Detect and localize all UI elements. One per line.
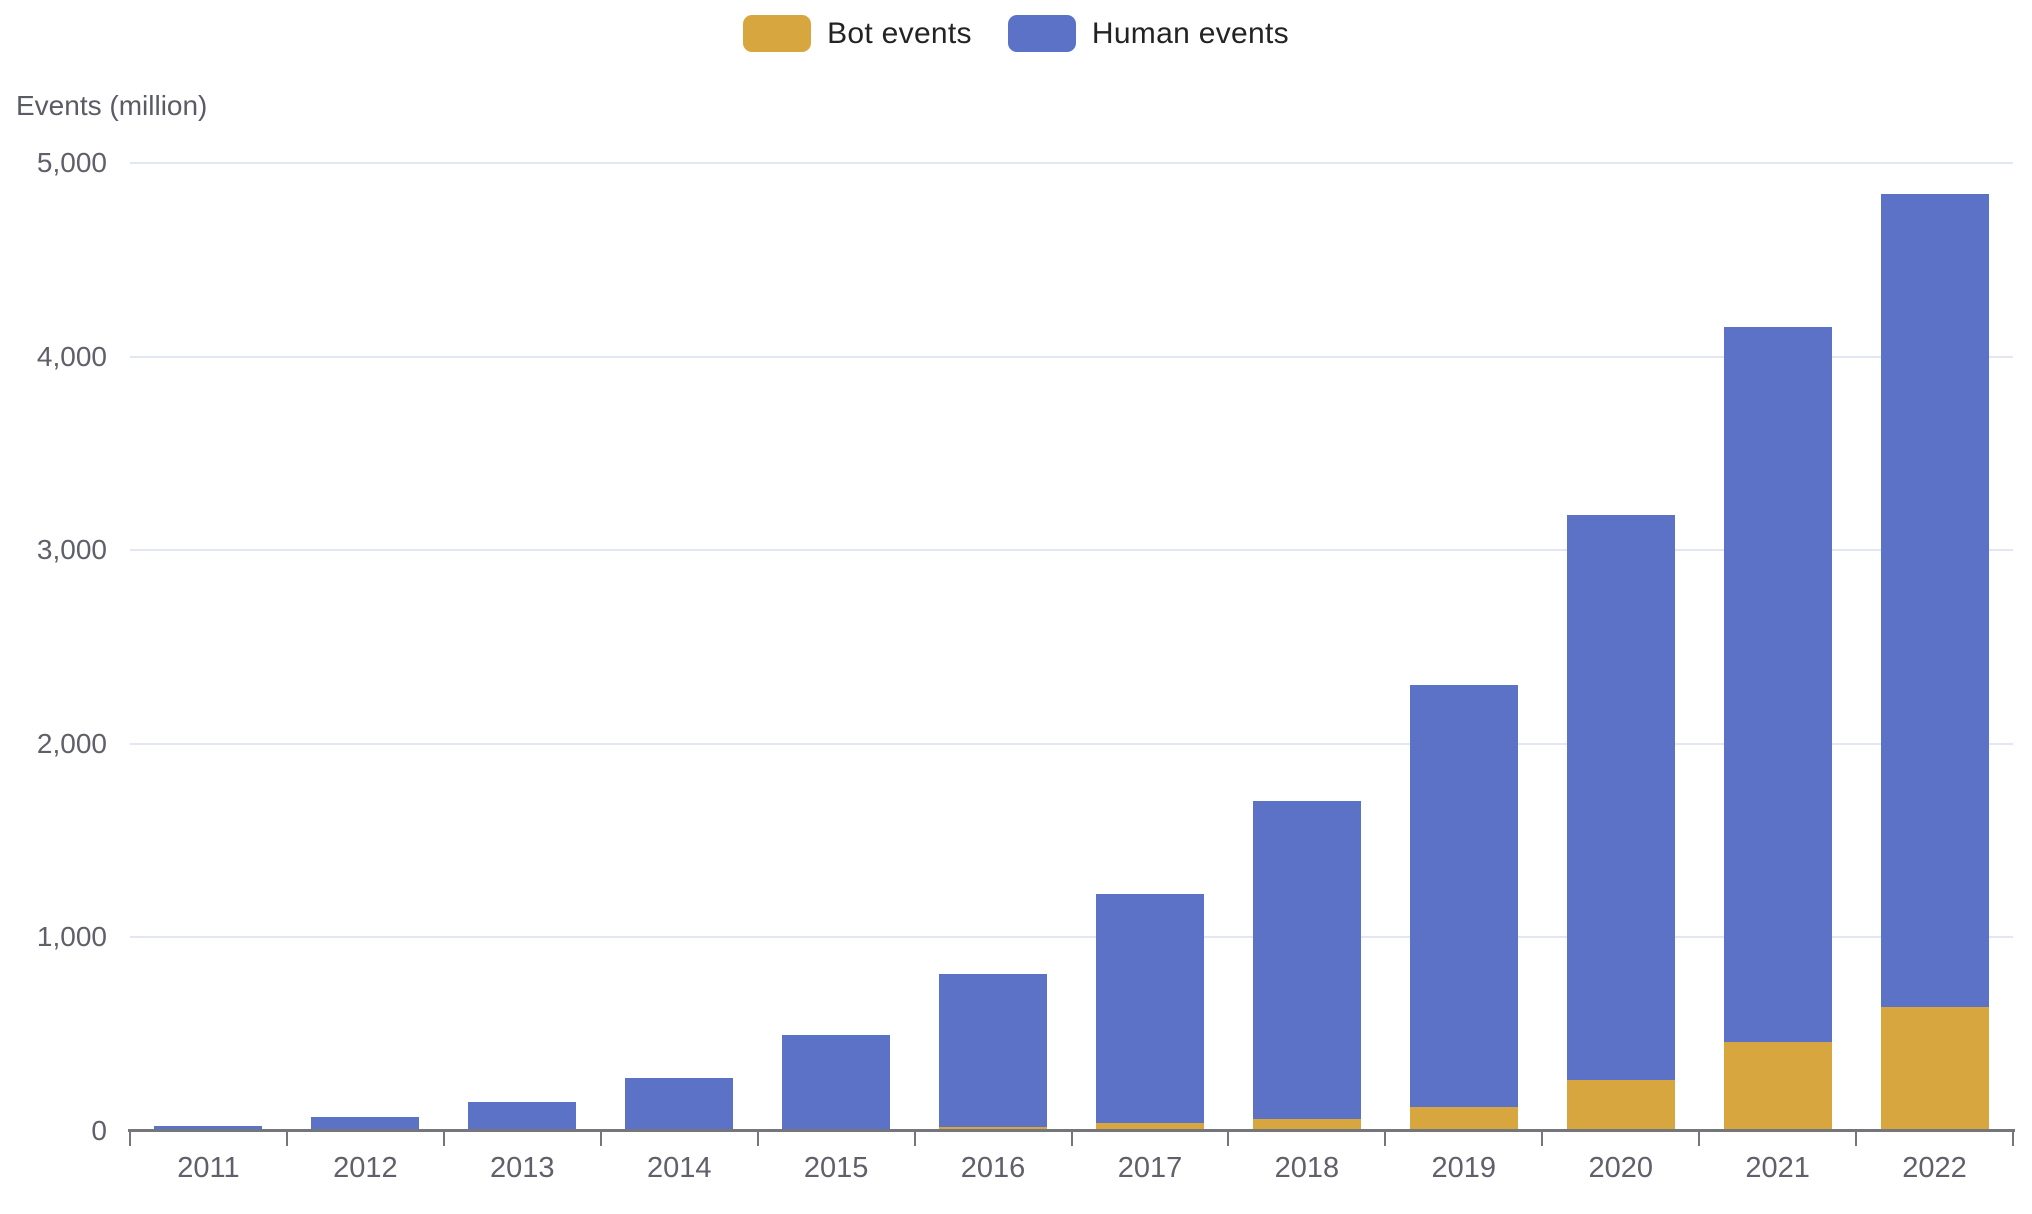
y-tick-label-0: 0 — [91, 1115, 107, 1146]
x-axis-line — [128, 1129, 2015, 1132]
gridline-5,000 — [130, 162, 2013, 164]
bar-segment-human-2015 — [782, 1035, 891, 1130]
legend-item-bot-events[interactable]: Bot events — [743, 15, 972, 52]
x-axis-tick — [599, 1131, 602, 1146]
bar-segment-bot-2018 — [1252, 1118, 1361, 1131]
bar-segment-human-2014 — [625, 1077, 734, 1131]
bar-segment-human-2016 — [939, 973, 1048, 1127]
y-tick-label-2,000: 2,000 — [36, 727, 107, 759]
legend-swatch-human-icon — [1007, 15, 1076, 52]
bar-segment-human-2020 — [1566, 515, 1675, 1080]
x-axis-tick — [913, 1131, 916, 1146]
legend-label-human-events: Human events — [1091, 16, 1289, 50]
x-axis-tick — [442, 1131, 445, 1146]
bar-segment-human-2013 — [468, 1101, 577, 1131]
bar-segment-human-2011 — [154, 1126, 263, 1131]
x-axis-tick — [1541, 1131, 1544, 1146]
bar-segment-human-2012 — [311, 1117, 420, 1131]
y-tick-label-5,000: 5,000 — [36, 147, 107, 178]
x-tick-label-2016: 2016 — [960, 1152, 1026, 1184]
x-axis-tick — [1855, 1131, 1858, 1146]
x-axis-tick — [285, 1131, 288, 1146]
x-tick-label-2017: 2017 — [1117, 1152, 1183, 1184]
bar-segment-bot-2017 — [1095, 1122, 1204, 1131]
bar-segment-bot-2022 — [1880, 1007, 1989, 1131]
x-tick-label-2014: 2014 — [646, 1152, 712, 1184]
bar-segment-bot-2021 — [1723, 1042, 1832, 1131]
x-tick-label-2022: 2022 — [1902, 1152, 1967, 1184]
y-tick-label-4,000: 4,000 — [36, 340, 107, 372]
bar-segment-bot-2019 — [1409, 1106, 1518, 1131]
legend-item-human-events[interactable]: Human events — [1007, 15, 1289, 52]
gridline-1,000 — [130, 936, 2013, 939]
legend-label-bot-events: Bot events — [827, 16, 972, 50]
bar-segment-bot-2016 — [939, 1126, 1048, 1131]
gridline-3,000 — [130, 549, 2013, 552]
x-axis-tick — [1070, 1131, 1073, 1146]
bar-segment-human-2021 — [1723, 326, 1832, 1043]
x-axis-tick — [1227, 1131, 1230, 1146]
x-axis-tick — [756, 1131, 759, 1146]
x-tick-label-2012: 2012 — [333, 1152, 398, 1184]
x-axis-tick — [2012, 1131, 2014, 1146]
gridline-4,000 — [130, 355, 2013, 358]
x-tick-label-2020: 2020 — [1588, 1152, 1653, 1184]
legend-swatch-bot-icon — [743, 15, 812, 52]
bar-segment-human-2022 — [1880, 193, 1989, 1008]
bar-segment-human-2017 — [1095, 894, 1204, 1123]
bar-segment-human-2019 — [1409, 684, 1518, 1107]
x-axis-tick — [129, 1131, 131, 1146]
bar-segment-bot-2020 — [1566, 1079, 1675, 1131]
y-axis-title: Events (million) — [16, 90, 208, 121]
legend: Bot events Human events — [0, 15, 2032, 52]
x-tick-label-2013: 2013 — [490, 1152, 555, 1184]
x-tick-label-2018: 2018 — [1274, 1152, 1340, 1184]
gridline-2,000 — [130, 742, 2013, 745]
x-tick-label-2011: 2011 — [177, 1152, 240, 1184]
x-tick-label-2019: 2019 — [1431, 1152, 1497, 1184]
y-tick-label-1,000: 1,000 — [36, 921, 107, 953]
x-tick-label-2021: 2021 — [1745, 1152, 1810, 1184]
x-axis-tick — [1384, 1131, 1387, 1146]
x-tick-label-2015: 2015 — [803, 1152, 869, 1184]
x-axis-tick — [1698, 1131, 1701, 1146]
y-tick-label-3,000: 3,000 — [36, 534, 107, 566]
bar-segment-human-2018 — [1252, 801, 1361, 1119]
